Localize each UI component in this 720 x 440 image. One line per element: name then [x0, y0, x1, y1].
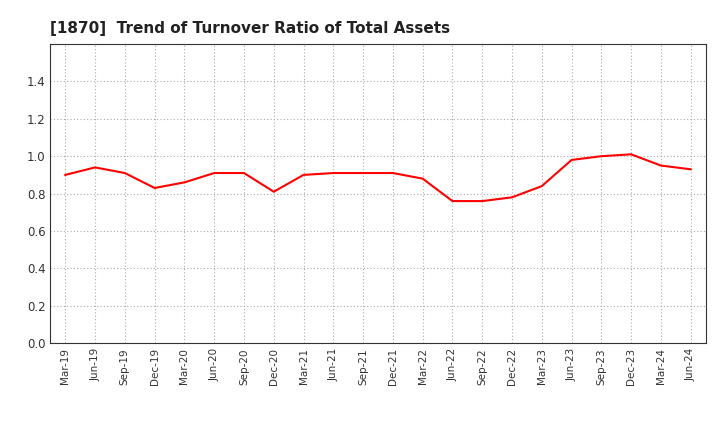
- Text: [1870]  Trend of Turnover Ratio of Total Assets: [1870] Trend of Turnover Ratio of Total …: [50, 21, 451, 36]
